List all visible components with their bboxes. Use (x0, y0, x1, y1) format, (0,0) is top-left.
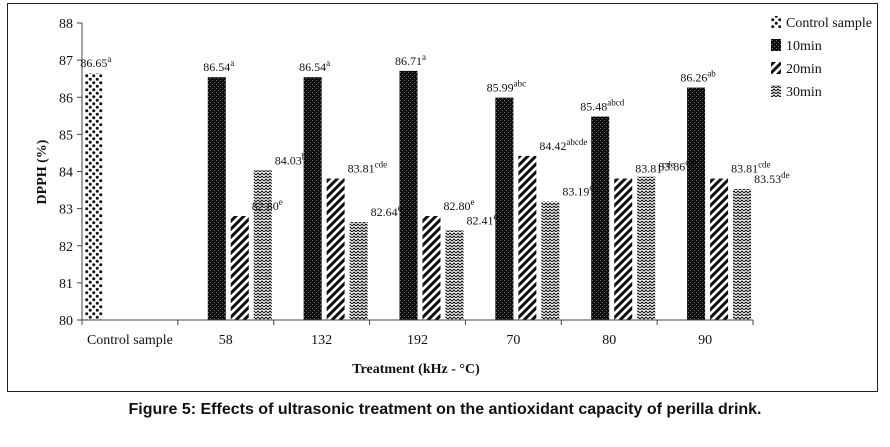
bar-value-label: 83.81cde (635, 160, 675, 176)
chart-svg: 80 81 82 83 84 85 86 87 88 86.65a 86.54a 82.80e 84.… (35, 16, 872, 377)
bar-30min (733, 188, 752, 320)
legend-label: 30min (786, 85, 822, 100)
bar-10min (399, 70, 418, 320)
bar-20min (230, 216, 249, 320)
bar-value-label: 83.86cde (658, 158, 698, 174)
bars (84, 70, 752, 321)
legend-label: 10min (786, 39, 822, 54)
legend-swatch (771, 85, 781, 97)
legend-swatch (771, 62, 781, 74)
bar-30min (253, 170, 272, 320)
y-tick-label: 88 (59, 17, 73, 32)
y-axis-title: DPPH (%) (35, 139, 50, 204)
bar-10min (303, 77, 322, 320)
bar-value-label: 83.53de (754, 170, 790, 186)
y-tick-label: 84 (59, 166, 73, 181)
bar-value-label: 82.64e (371, 203, 402, 219)
x-tick-label: 58 (219, 333, 233, 348)
x-tick-label: 132 (311, 333, 332, 348)
bar-value-label: 82.80e (444, 197, 475, 213)
legend-swatch (771, 16, 781, 28)
bar-30min (349, 221, 368, 320)
bar-30min (637, 176, 656, 320)
y-tick-label: 87 (59, 54, 73, 69)
bar-value-label: 82.41e (467, 212, 498, 228)
legend: Control sample 10min 20min 30min (771, 16, 872, 100)
bar-value-label: 84.42abcde (539, 137, 587, 153)
y-tick-label: 85 (59, 128, 73, 143)
bar-value-label: 86.54a (299, 58, 330, 74)
bar-value-label: 84.03bcde (275, 151, 319, 167)
y-tick-label: 80 (59, 314, 73, 329)
bar-30min (541, 201, 560, 320)
legend-swatch (771, 39, 781, 51)
legend-label: Control sample (786, 16, 872, 31)
bar-control-sample (84, 73, 103, 321)
bar-20min (326, 178, 345, 320)
bar-value-label: 83.81cde (731, 160, 771, 176)
bar-10min (591, 116, 610, 321)
y-tick-label: 81 (59, 277, 73, 292)
bar-20min (518, 155, 537, 320)
bar-20min (422, 216, 441, 320)
y-tick-label: 82 (59, 240, 73, 255)
bar-value-labels: 86.65a 86.54a 82.80e 84.03bcde 86.54a 83.81cd… (80, 52, 789, 228)
bar-value-label: 85.99abc (487, 79, 527, 95)
bar-value-label: 86.54a (203, 58, 234, 74)
bar-20min (710, 178, 729, 320)
bar-value-label: 86.65a (80, 54, 111, 70)
bar-30min (445, 230, 464, 320)
bar-value-label: 82.80e (252, 197, 283, 213)
bar-value-label: 86.26ab (680, 69, 716, 85)
y-tick-label: 83 (59, 203, 73, 218)
y-axis: 80 81 82 83 84 85 86 87 88 (59, 17, 83, 329)
x-tick-label: 90 (698, 333, 712, 348)
bar-value-label: 85.48abcd (580, 98, 624, 114)
x-tick-label: 70 (506, 333, 520, 348)
bar-value-label: 86.71a (395, 52, 426, 68)
x-tick-label: Control sample (87, 333, 173, 348)
x-tick-label: 80 (602, 333, 616, 348)
x-axis: Control sample 58 132 192 70 80 90 (81, 319, 754, 348)
x-axis-title: Treatment (kHz - °C) (352, 362, 480, 377)
legend-label: 20min (786, 62, 822, 77)
bar-20min (614, 178, 633, 320)
bar-value-label: 83.19de (562, 183, 598, 199)
x-tick-label: 192 (407, 333, 428, 348)
y-tick-label: 86 (59, 91, 73, 106)
bar-10min (687, 87, 706, 320)
chart-frame: 80 81 82 83 84 85 86 87 88 86.65a 86.54a 82.80e 84.… (7, 3, 878, 392)
bar-10min (207, 77, 226, 320)
bar-value-label: 83.81cde (348, 160, 388, 176)
figure-caption: Figure 5: Effects of ultrasonic treatmen… (128, 401, 762, 418)
bar-10min (495, 97, 514, 320)
